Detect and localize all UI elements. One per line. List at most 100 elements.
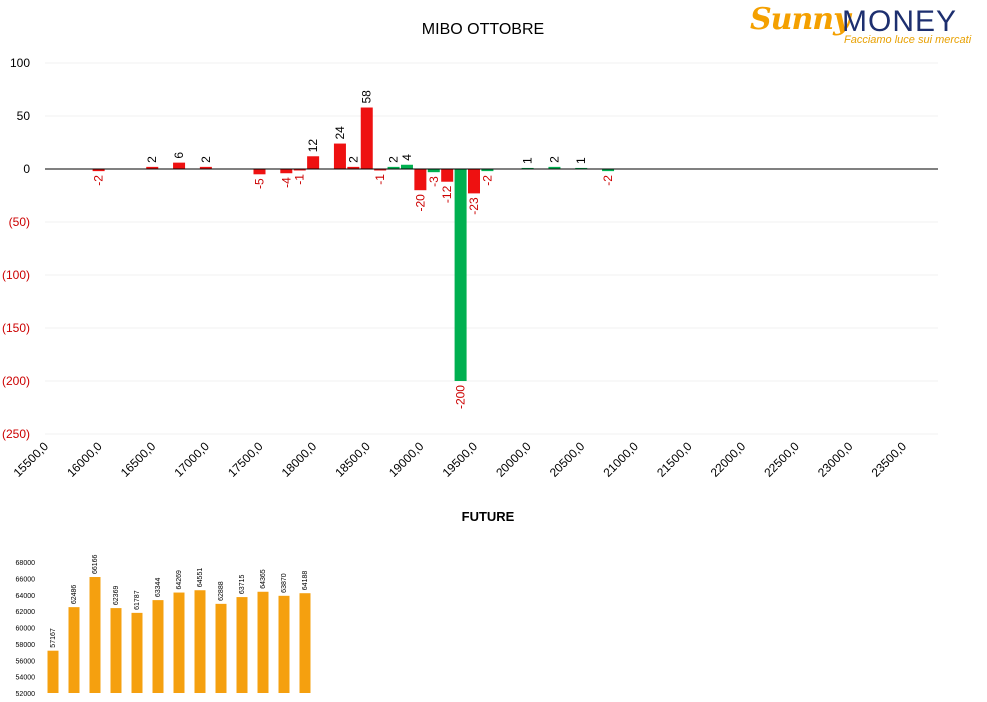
bar <box>173 162 186 169</box>
x-tick-label: 16000,0 <box>64 439 105 480</box>
data-label: -1 <box>293 174 307 185</box>
future-data-label: 63344 <box>155 578 162 598</box>
data-label: -2 <box>92 175 106 186</box>
x-tick-label: 19500,0 <box>440 439 481 480</box>
future-chart: FUTURE 52000 54000 56000 58000 60000 62000 6400… <box>16 509 515 698</box>
x-tick-label: 17000,0 <box>171 439 212 480</box>
future-bar <box>215 603 227 693</box>
future-bar <box>110 608 122 693</box>
bar <box>454 169 467 381</box>
y-tick-label: (200) <box>2 374 30 388</box>
bar <box>253 169 266 175</box>
data-label: 2 <box>346 156 360 163</box>
future-y-tick: 66000 <box>16 576 36 583</box>
future-data-label: 63715 <box>239 575 246 595</box>
y-tick-label: 50 <box>17 109 31 123</box>
bar <box>360 107 373 169</box>
future-bar <box>194 590 206 693</box>
data-label: -200 <box>454 385 468 409</box>
chart-title: MIBO OTTOBRE <box>422 21 544 38</box>
x-tick-label: 23000,0 <box>815 439 856 480</box>
x-tick-label: 21500,0 <box>654 439 695 480</box>
bar <box>427 169 440 173</box>
future-bar <box>47 650 59 693</box>
bar <box>333 143 346 169</box>
logo-tagline: Facciamo luce sui mercati <box>844 34 972 46</box>
bar <box>92 169 105 172</box>
data-label: 2 <box>199 156 213 163</box>
future-y-tick: 62000 <box>16 609 36 616</box>
data-label: -1 <box>373 174 387 185</box>
future-title: FUTURE <box>462 509 515 524</box>
logo-brand-money: MONEY <box>842 5 958 38</box>
x-tick-label: 15500,0 <box>11 439 52 480</box>
future-bar <box>89 577 101 693</box>
future-bar <box>299 593 311 693</box>
data-label: 2 <box>547 156 561 163</box>
future-bar <box>173 592 185 693</box>
future-data-label: 64551 <box>197 568 204 588</box>
bar <box>400 164 413 169</box>
x-tick-label: 21000,0 <box>600 439 641 480</box>
x-tick-label: 22500,0 <box>761 439 802 480</box>
x-tick-label: 16500,0 <box>118 439 159 480</box>
data-label: 2 <box>145 156 159 163</box>
future-y-tick: 52000 <box>16 691 36 698</box>
x-tick-label: 22000,0 <box>708 439 749 480</box>
data-label: -5 <box>253 178 267 189</box>
y-tick-label: (100) <box>2 268 30 282</box>
y-tick-label: (50) <box>9 215 30 229</box>
future-bar <box>131 612 143 693</box>
bar <box>602 169 615 172</box>
y-tick-label: (250) <box>2 427 30 441</box>
y-tick-label: (150) <box>2 321 30 335</box>
future-bar <box>278 595 290 693</box>
bar <box>199 166 212 169</box>
x-tick-label: 17500,0 <box>225 439 266 480</box>
bar <box>307 156 320 169</box>
data-label: -2 <box>480 175 494 186</box>
bar <box>548 166 561 169</box>
future-data-label: 64269 <box>176 570 183 590</box>
y-tick-label: 100 <box>10 56 30 70</box>
future-y-tick: 54000 <box>16 675 36 682</box>
data-label: -3 <box>427 176 441 187</box>
x-tick-label: 20000,0 <box>493 439 534 480</box>
data-label: 58 <box>360 90 374 104</box>
x-tick-label: 19000,0 <box>386 439 427 480</box>
data-label: -20 <box>413 194 427 212</box>
mibo-ottobre-chart: MIBO OTTOBRE 100 50 0 (50) (100) (150) (200) (25… <box>2 21 938 480</box>
future-data-label: 57167 <box>50 628 57 648</box>
bar <box>481 169 494 172</box>
future-data-label: 62888 <box>218 581 225 601</box>
bar <box>441 169 454 182</box>
bar <box>146 166 159 169</box>
bar <box>387 166 400 169</box>
future-bar <box>152 600 164 693</box>
future-data-label: 66166 <box>92 554 99 574</box>
x-tick-label: 20500,0 <box>547 439 588 480</box>
data-label: 12 <box>306 139 320 153</box>
bar <box>293 169 306 171</box>
future-data-label: 62369 <box>113 586 120 606</box>
bar <box>374 169 387 171</box>
bar <box>414 169 427 191</box>
future-bar <box>68 607 80 693</box>
future-y-tick: 64000 <box>16 593 36 600</box>
data-label: -12 <box>440 185 454 203</box>
x-tick-label: 18500,0 <box>332 439 373 480</box>
future-bar <box>257 591 269 693</box>
data-label: 2 <box>387 156 401 163</box>
data-label: 24 <box>333 126 347 140</box>
data-label: 1 <box>521 157 535 164</box>
x-tick-label: 18000,0 <box>279 439 320 480</box>
logo-brand-sunny: Sunny <box>750 2 851 37</box>
future-data-label: 61787 <box>134 590 141 610</box>
bar <box>280 169 293 174</box>
future-data-label: 63870 <box>281 573 288 593</box>
future-y-tick: 68000 <box>16 560 36 567</box>
bar <box>468 169 480 194</box>
future-data-label: 64365 <box>260 569 267 589</box>
data-label: -23 <box>467 197 481 215</box>
future-y-tick: 60000 <box>16 626 36 633</box>
